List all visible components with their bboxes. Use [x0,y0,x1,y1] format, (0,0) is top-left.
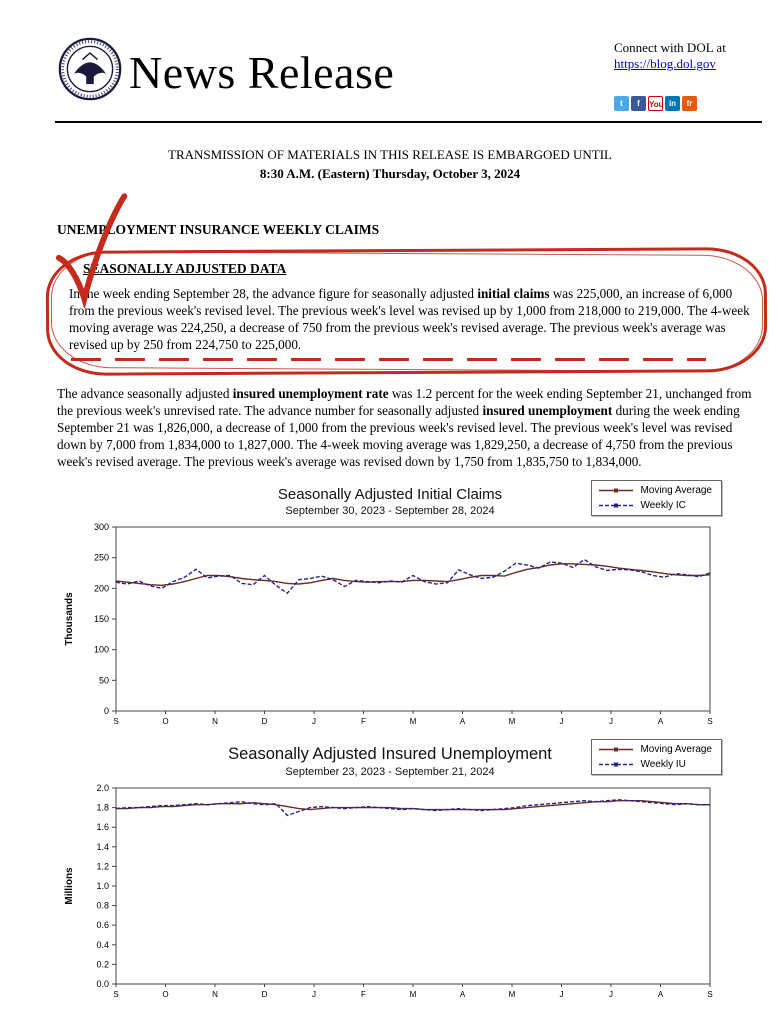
svg-text:J: J [609,990,613,999]
svg-text:J: J [312,990,316,999]
flickr-icon[interactable]: fr [682,96,697,111]
text-run: was 1.2 percent for the week ending Sept… [57,385,752,418]
svg-text:O: O [162,990,168,999]
red-dashed-underline [71,357,706,361]
insured-unemployment-plot: 0.0 0.2 0.4 0.6 0.8 1.0 1.2 1.4 1.6 1.8 2.0 S O N D J F M… [64,783,713,999]
header-divider [55,121,762,123]
youtube-icon[interactable]: You [648,96,663,111]
legend-entry: Weekly IC [598,500,712,511]
chart-title: Seasonally Adjusted Initial Claims [277,486,503,504]
legend-entry: Moving Average [598,485,712,496]
svg-text:J: J [560,990,564,999]
svg-text:250: 250 [94,553,109,563]
insured-unemployment-chart: Moving Average Weekly IU Seasonally Adjus… [50,739,730,1004]
svg-text:M: M [410,990,417,999]
embargo-notice: TRANSMISSION OF MATERIALS IN THIS RELEAS… [0,147,780,182]
svg-text:50: 50 [99,676,109,686]
legend-label: Weekly IC [640,500,686,512]
embargo-line1: TRANSMISSION OF MATERIALS IN THIS RELEAS… [168,147,612,162]
svg-text:S: S [707,717,712,726]
initial-claims-plot: 0 50 100 150 200 250 300 S O N D J F M A M J J A S Thousands [64,522,713,726]
svg-text:200: 200 [94,584,109,594]
svg-text:0.4: 0.4 [96,940,109,950]
legend-line-sample [599,488,634,493]
svg-text:A: A [658,990,664,999]
svg-text:1.6: 1.6 [96,823,109,833]
svg-text:Millions: Millions [64,867,75,905]
svg-text:M: M [509,717,516,726]
linkedin-icon[interactable]: in [665,96,680,111]
svg-text:D: D [262,717,268,726]
legend-line-sample [599,762,634,767]
svg-text:F: F [361,717,366,726]
svg-text:N: N [212,990,218,999]
bold-term: initial claims [477,286,550,301]
legend-line-sample [599,747,634,752]
sa-data-heading: SEASONALLY ADJUSTED DATA [83,261,287,276]
page-title: News Release [129,47,395,98]
legend-label: Moving Average [640,485,712,497]
embargo-line2: 8:30 A.M. (Eastern) Thursday, October 3,… [259,166,521,181]
chart-subtitle: September 23, 2023 - September 21, 2024 [285,766,495,779]
legend-entry: Moving Average [598,744,712,755]
bold-term: insured unemployment rate [232,385,389,401]
svg-text:D: D [262,990,268,999]
svg-text:0.2: 0.2 [96,960,109,970]
svg-text:S: S [113,717,118,726]
text-run: In the week ending September 28, the adv… [69,286,478,301]
section-heading: UNEMPLOYMENT INSURANCE WEEKLY CLAIMS [57,222,380,237]
legend-label: Weekly IU [640,759,686,771]
text-run: The advance seasonally adjusted [57,385,233,401]
chart-title: Seasonally Adjusted Insured Unemployment [228,745,552,764]
insured-unemployment-paragraph: The advance seasonally adjusted insured … [57,385,760,471]
facebook-icon[interactable]: f [631,96,646,111]
svg-text:1.4: 1.4 [96,842,109,852]
svg-text:M: M [410,717,417,726]
svg-text:150: 150 [94,614,109,624]
svg-text:M: M [509,990,516,999]
svg-text:S: S [113,990,118,999]
seasonally-adjusted-block: SEASONALLY ADJUSTED DATA In the week end… [45,193,768,376]
svg-text:A: A [460,990,466,999]
svg-text:100: 100 [94,645,109,655]
text-run: was 225,000, an increase of 6,000 from t… [69,286,750,353]
header: News Release Connect with DOL at https:/… [0,0,780,111]
social-icons: t f You in fr [614,96,764,111]
connect-text: Connect with DOL at [614,40,726,55]
svg-text:J: J [560,717,564,726]
svg-text:N: N [212,717,218,726]
chart-legend: Moving Average Weekly IU [591,739,722,776]
svg-text:300: 300 [94,522,109,532]
initial-claims-chart: Moving Average Weekly IC Seasonally Adjus… [50,480,730,731]
text-run: during the week ending September 21 was … [57,402,740,470]
svg-text:S: S [707,990,712,999]
bold-term: insured unemployment [482,402,613,418]
svg-text:A: A [460,717,466,726]
svg-text:0.8: 0.8 [96,901,109,911]
initial-claims-paragraph: In the week ending September 28, the adv… [69,285,754,354]
connect-block: Connect with DOL at https://blog.dol.gov… [614,36,764,111]
svg-text:2.0: 2.0 [96,783,109,793]
svg-text:1.0: 1.0 [96,881,109,891]
twitter-icon[interactable]: t [614,96,629,111]
svg-text:0.0: 0.0 [96,979,109,989]
legend-line-sample [599,503,634,508]
svg-text:1.8: 1.8 [96,803,109,813]
svg-text:Thousands: Thousands [64,592,75,646]
svg-text:O: O [162,717,168,726]
legend-label: Moving Average [640,744,712,756]
svg-text:J: J [609,717,613,726]
svg-text:A: A [658,717,664,726]
svg-text:F: F [361,990,366,999]
svg-text:J: J [312,717,316,726]
svg-text:1.2: 1.2 [96,862,109,872]
dol-seal-icon [57,36,123,102]
chart-legend: Moving Average Weekly IC [591,480,722,517]
blog-link[interactable]: https://blog.dol.gov [614,56,716,71]
svg-text:0.6: 0.6 [96,921,109,931]
svg-text:0: 0 [104,706,109,716]
chart-subtitle: September 30, 2023 - September 28, 2024 [285,505,495,518]
legend-entry: Weekly IU [598,759,712,770]
